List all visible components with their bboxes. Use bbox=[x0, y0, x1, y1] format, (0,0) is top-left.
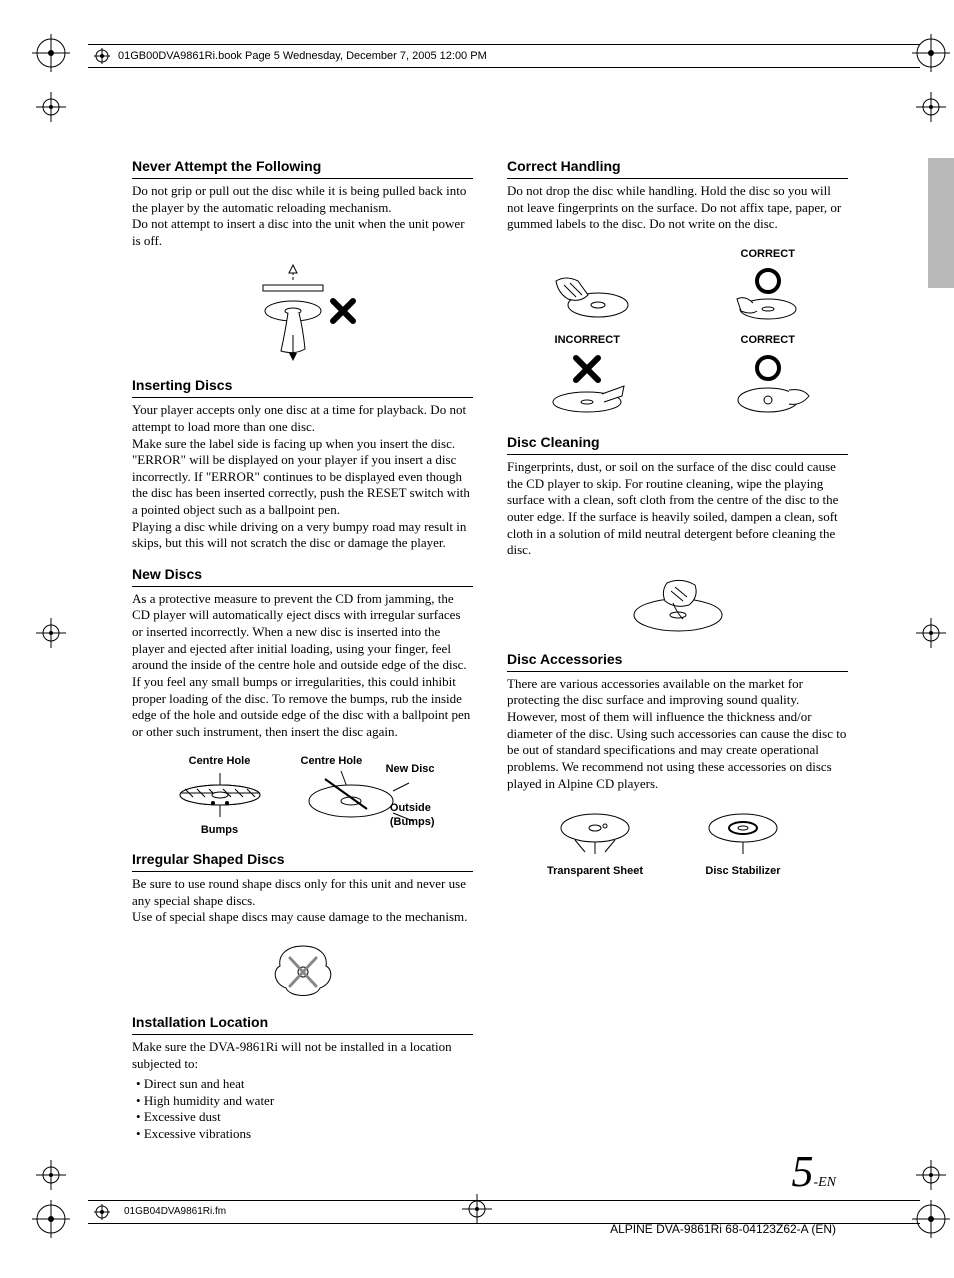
footer-doc-id: ALPINE DVA-9861Ri 68-04123Z62-A (EN) bbox=[610, 1222, 836, 1237]
reg-mark-tl bbox=[32, 88, 70, 126]
incorrect-x-icon bbox=[542, 354, 632, 421]
label-stabilizer: Disc Stabilizer bbox=[703, 864, 783, 878]
label-correct-1: CORRECT bbox=[741, 247, 795, 261]
heading-newdiscs: New Discs bbox=[132, 566, 473, 587]
label-transparent: Transparent Sheet bbox=[547, 864, 643, 878]
figure-irregular bbox=[132, 940, 473, 1000]
body-newdiscs: As a protective measure to prevent the C… bbox=[132, 591, 473, 741]
heading-inserting: Inserting Discs bbox=[132, 377, 473, 398]
page-number: 5-EN bbox=[791, 1144, 836, 1200]
install-list: Direct sun and heat High humidity and wa… bbox=[136, 1076, 473, 1143]
label-correct-2: CORRECT bbox=[741, 333, 795, 347]
figure-correct-handling: CORRECT INCORRECT CORRECT bbox=[507, 247, 848, 420]
install-item-3: Excessive vibrations bbox=[136, 1126, 473, 1143]
heading-cleaning: Disc Cleaning bbox=[507, 434, 848, 455]
body-never-attempt: Do not grip or pull out the disc while i… bbox=[132, 183, 473, 250]
label-incorrect: INCORRECT bbox=[555, 333, 620, 347]
body-inserting: Your player accepts only one disc at a t… bbox=[132, 402, 473, 552]
install-item-0: Direct sun and heat bbox=[136, 1076, 473, 1093]
label-outside1: Outside bbox=[390, 802, 431, 814]
heading-never-attempt: Never Attempt the Following bbox=[132, 158, 473, 179]
body-irregular: Be sure to use round shape discs only fo… bbox=[132, 876, 473, 926]
label-bumps: Bumps bbox=[175, 823, 265, 837]
content-area: Never Attempt the Following Do not grip … bbox=[132, 158, 848, 1157]
header-bar: 01GB00DVA9861Ri.book Page 5 Wednesday, D… bbox=[88, 44, 920, 68]
install-item-2: Excessive dust bbox=[136, 1109, 473, 1126]
correct-circle-1 bbox=[723, 267, 813, 328]
figure-grip-disc bbox=[132, 263, 473, 363]
side-tab bbox=[928, 158, 954, 288]
page-num-suffix: -EN bbox=[813, 1175, 836, 1190]
left-column: Never Attempt the Following Do not grip … bbox=[132, 158, 473, 1157]
figure-newdiscs: Centre Hole Bumps Centre Hole bbox=[132, 754, 473, 837]
label-outside2: (Bumps) bbox=[390, 816, 435, 828]
figure-accessories: Transparent Sheet Disc Stabilizer bbox=[507, 806, 848, 878]
disc-stabilizer-icon bbox=[703, 806, 783, 860]
header-text: 01GB00DVA9861Ri.book Page 5 Wednesday, D… bbox=[118, 49, 487, 63]
heading-correct: Correct Handling bbox=[507, 158, 848, 179]
transparent-sheet-icon bbox=[555, 806, 635, 860]
heading-irregular: Irregular Shaped Discs bbox=[132, 851, 473, 872]
body-accessories: There are various accessories available … bbox=[507, 676, 848, 792]
label-centre1: Centre Hole bbox=[175, 754, 265, 768]
body-install: Make sure the DVA-9861Ri will not be ins… bbox=[132, 1039, 473, 1143]
body-cleaning: Fingerprints, dust, or soil on the surfa… bbox=[507, 459, 848, 559]
right-column: Correct Handling Do not drop the disc wh… bbox=[507, 158, 848, 1157]
reg-mark-bl bbox=[32, 1156, 70, 1194]
heading-install: Installation Location bbox=[132, 1014, 473, 1035]
header-reg-icon bbox=[94, 48, 110, 64]
footer-bar: 01GB04DVA9861Ri.fm bbox=[88, 1200, 920, 1224]
crop-mark-tl bbox=[32, 34, 70, 72]
footer-filename: 01GB04DVA9861Ri.fm bbox=[124, 1206, 226, 1219]
reg-mark-br bbox=[912, 1156, 950, 1194]
install-item-1: High humidity and water bbox=[136, 1093, 473, 1110]
hand-wrong-icon bbox=[542, 267, 632, 328]
reg-mark-ml bbox=[32, 614, 70, 652]
figure-cleaning bbox=[507, 573, 848, 637]
footer-reg-icon bbox=[94, 1204, 110, 1220]
page-num-value: 5 bbox=[791, 1147, 813, 1196]
crop-mark-bl bbox=[32, 1200, 70, 1238]
heading-accessories: Disc Accessories bbox=[507, 651, 848, 672]
reg-mark-tr bbox=[912, 88, 950, 126]
correct-circle-2 bbox=[723, 354, 813, 421]
reg-mark-mr bbox=[912, 614, 950, 652]
body-correct: Do not drop the disc while handling. Hol… bbox=[507, 183, 848, 233]
install-intro: Make sure the DVA-9861Ri will not be ins… bbox=[132, 1039, 452, 1071]
label-newdisc: New Disc bbox=[386, 762, 435, 776]
